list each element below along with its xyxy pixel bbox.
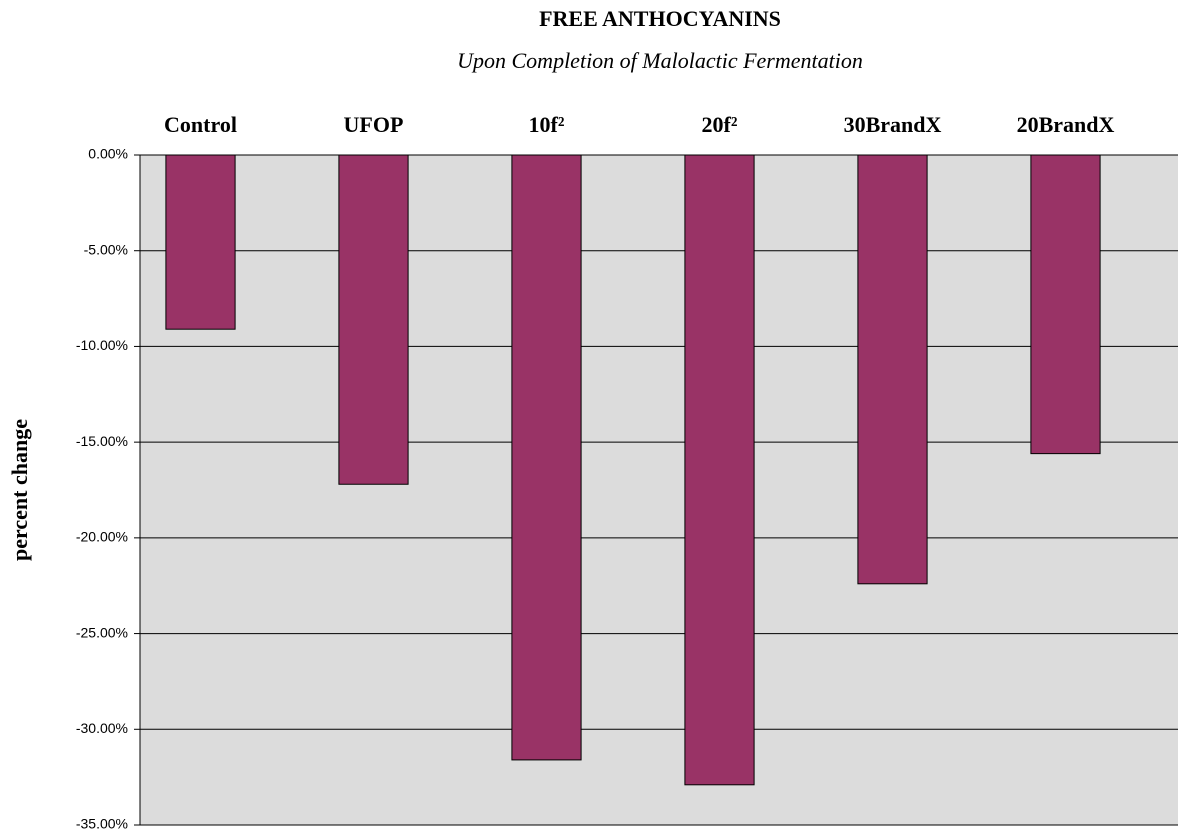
y-tick-label: -30.00% [76,720,128,736]
bar [511,154,582,761]
category-label: Control [164,112,237,137]
category-label: 20BrandX [1017,112,1115,137]
category-label: 30BrandX [844,112,942,137]
bar [165,154,236,330]
plot-area [140,155,1178,825]
category-label: 10f² [529,112,565,137]
chart-title: FREE ANTHOCYANINS [539,6,781,31]
y-tick-label: 0.00% [88,146,128,162]
bar [684,154,755,786]
category-label: 20f² [702,112,738,137]
y-tick-label: -25.00% [76,624,128,640]
y-tick-label: -15.00% [76,433,128,449]
y-tick-label: -5.00% [84,241,128,257]
y-tick-label: -20.00% [76,529,128,545]
bar [857,154,928,585]
y-tick-label: -10.00% [76,337,128,353]
y-tick-label: -35.00% [76,816,128,832]
y-axis-label: percent change [7,419,32,561]
bar [1030,154,1101,455]
chart-subtitle: Upon Completion of Malolactic Fermentati… [457,48,863,73]
bar [338,154,409,485]
category-label: UFOP [344,112,404,137]
